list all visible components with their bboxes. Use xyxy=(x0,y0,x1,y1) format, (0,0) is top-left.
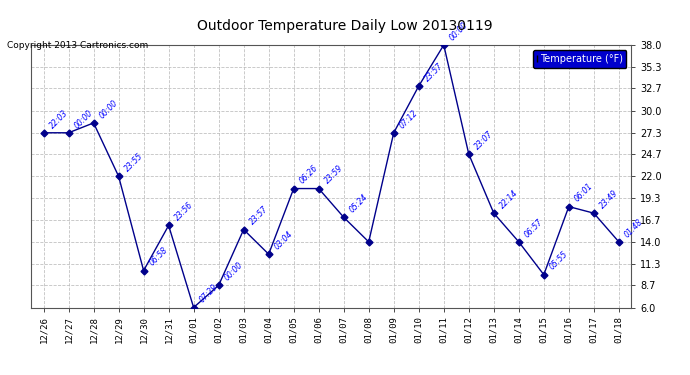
Text: 23:59: 23:59 xyxy=(323,164,345,186)
Text: 22:03: 22:03 xyxy=(48,108,70,130)
Text: 01:48: 01:48 xyxy=(623,217,645,239)
Text: 06:57: 06:57 xyxy=(523,217,545,239)
Text: 07:12: 07:12 xyxy=(398,108,420,130)
Text: Copyright 2013 Cartronics.com: Copyright 2013 Cartronics.com xyxy=(7,41,148,50)
Text: 23:49: 23:49 xyxy=(598,188,620,210)
Text: 06:58: 06:58 xyxy=(148,246,170,268)
Legend: Temperature (°F): Temperature (°F) xyxy=(533,50,627,68)
Text: 23:56: 23:56 xyxy=(172,201,195,223)
Text: 06:26: 06:26 xyxy=(298,164,320,186)
Text: 06:01: 06:01 xyxy=(573,182,595,204)
Text: 23:57: 23:57 xyxy=(248,205,270,227)
Text: 23:55: 23:55 xyxy=(123,152,145,174)
Text: 00:00: 00:00 xyxy=(98,98,120,120)
Text: 23:07: 23:07 xyxy=(473,129,495,152)
Text: 07:29: 07:29 xyxy=(198,283,220,305)
Text: 00:00: 00:00 xyxy=(448,20,470,42)
Text: 03:04: 03:04 xyxy=(273,230,295,251)
Text: 05:24: 05:24 xyxy=(348,192,370,214)
Text: 23:57: 23:57 xyxy=(423,61,445,83)
Text: 00:00: 00:00 xyxy=(72,108,95,130)
Text: Outdoor Temperature Daily Low 20130119: Outdoor Temperature Daily Low 20130119 xyxy=(197,19,493,33)
Text: 00:00: 00:00 xyxy=(223,261,245,283)
Text: 22:14: 22:14 xyxy=(498,188,520,210)
Text: 05:55: 05:55 xyxy=(548,250,570,272)
